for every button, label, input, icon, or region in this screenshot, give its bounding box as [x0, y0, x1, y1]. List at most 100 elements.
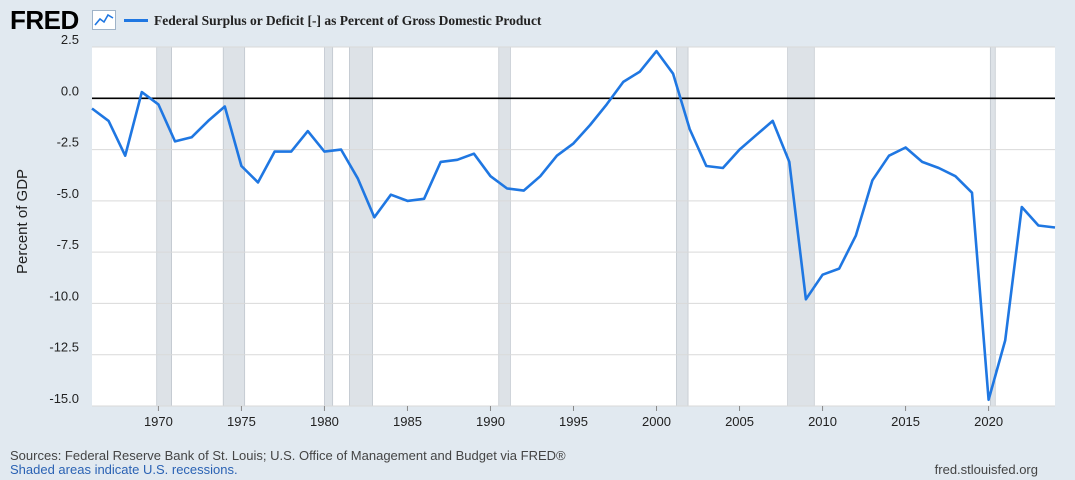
x-tick-label: 1985: [393, 414, 422, 429]
data-point[interactable]: [337, 146, 345, 154]
x-tick-label: 1980: [310, 414, 339, 429]
x-tick-label: 1970: [144, 414, 173, 429]
data-point[interactable]: [586, 121, 594, 129]
y-tick-label: -2.5: [57, 135, 79, 150]
data-point[interactable]: [752, 131, 760, 139]
data-point[interactable]: [736, 146, 744, 154]
x-tick-label: 2020: [974, 414, 1003, 429]
x-tick-label: 1975: [227, 414, 256, 429]
legend-swatch: [124, 19, 148, 22]
data-point[interactable]: [1034, 221, 1042, 229]
data-point[interactable]: [320, 148, 328, 156]
data-point[interactable]: [486, 172, 494, 180]
data-point[interactable]: [802, 295, 810, 303]
data-point[interactable]: [719, 164, 727, 172]
x-tick-label: 2015: [891, 414, 920, 429]
data-point[interactable]: [237, 162, 245, 170]
y-tick-label: -7.5: [57, 237, 79, 252]
y-tick-label: 2.5: [61, 32, 79, 47]
data-point[interactable]: [105, 117, 113, 125]
data-point[interactable]: [370, 213, 378, 221]
x-tick-label: 2000: [642, 414, 671, 429]
fred-logo[interactable]: FRED: [10, 5, 79, 35]
x-tick-labels: 1970 1975 1980 1985 1990 1995 2000 2005 2010 2015…: [144, 406, 1003, 429]
site-url[interactable]: fred.stlouisfed.org: [934, 462, 1038, 477]
recession-band: [222, 46, 246, 407]
data-point[interactable]: [304, 127, 312, 135]
data-point[interactable]: [254, 178, 262, 186]
data-point[interactable]: [702, 162, 710, 170]
data-point[interactable]: [387, 191, 395, 199]
data-point[interactable]: [603, 100, 611, 108]
recession-band: [498, 46, 511, 407]
data-point[interactable]: [354, 174, 362, 182]
data-point[interactable]: [1051, 224, 1059, 232]
data-point[interactable]: [902, 144, 910, 152]
data-point[interactable]: [536, 172, 544, 180]
y-tick-label: -12.5: [49, 340, 79, 355]
data-point[interactable]: [403, 197, 411, 205]
data-point[interactable]: [885, 152, 893, 160]
x-tick-label: 2005: [725, 414, 754, 429]
data-point[interactable]: [470, 150, 478, 158]
data-point[interactable]: [204, 117, 212, 125]
y-tick-label: -10.0: [49, 288, 79, 303]
data-point[interactable]: [951, 172, 959, 180]
data-point[interactable]: [437, 158, 445, 166]
data-point[interactable]: [619, 78, 627, 86]
data-point[interactable]: [985, 396, 993, 404]
line-chart-icon: [92, 10, 116, 30]
data-point[interactable]: [653, 47, 661, 55]
data-point[interactable]: [88, 105, 96, 113]
x-tick-label: 2010: [808, 414, 837, 429]
data-point[interactable]: [968, 189, 976, 197]
data-point[interactable]: [520, 187, 528, 195]
data-point[interactable]: [503, 185, 511, 193]
data-point[interactable]: [553, 152, 561, 160]
data-point[interactable]: [852, 232, 860, 240]
x-tick-label: 1990: [476, 414, 505, 429]
recession-shading: [156, 46, 996, 407]
series-line[interactable]: [91, 49, 1056, 402]
data-point[interactable]: [835, 265, 843, 273]
data-point[interactable]: [669, 70, 677, 78]
footer-sources: Sources: Federal Reserve Bank of St. Lou…: [10, 448, 566, 463]
y-tick-label: -15.0: [49, 391, 79, 406]
legend-series-label[interactable]: Federal Surplus or Deficit [-] as Percen…: [154, 13, 542, 28]
recession-band: [787, 46, 815, 407]
y-tick-labels: 2.5 0.0 -2.5 -5.0 -7.5 -10.0 -12.5 -15.0: [49, 32, 79, 406]
gridlines: [92, 46, 1055, 407]
data-point[interactable]: [1018, 203, 1026, 211]
data-point[interactable]: [287, 148, 295, 156]
data-point[interactable]: [188, 133, 196, 141]
data-point[interactable]: [171, 137, 179, 145]
data-point[interactable]: [785, 158, 793, 166]
y-tick-label: 0.0: [61, 83, 79, 98]
data-point[interactable]: [686, 125, 694, 133]
chart: 2.50.0-2.5-5.0-7.5-10.0-12.5-15.0 1970 19…: [14, 32, 1059, 429]
data-point[interactable]: [868, 176, 876, 184]
data-point[interactable]: [221, 102, 229, 110]
y-tick-label: -5.0: [57, 186, 79, 201]
x-tick-label: 1995: [559, 414, 588, 429]
data-point[interactable]: [935, 164, 943, 172]
plot-area: [92, 47, 1055, 406]
data-point[interactable]: [121, 152, 129, 160]
recession-band: [324, 46, 334, 407]
chart-header: FRED Federal Surplus or Deficit [-] as P…: [0, 0, 1075, 40]
data-point[interactable]: [570, 139, 578, 147]
recessions-note[interactable]: Shaded areas indicate U.S. recessions.: [10, 462, 238, 477]
data-point[interactable]: [636, 68, 644, 76]
y-axis-title: Percent of GDP: [14, 169, 31, 274]
recession-band: [989, 46, 996, 407]
data-point[interactable]: [819, 271, 827, 279]
data-point[interactable]: [769, 117, 777, 125]
series-layer: [88, 47, 1059, 404]
data-point[interactable]: [918, 158, 926, 166]
data-point[interactable]: [453, 156, 461, 164]
data-point[interactable]: [271, 148, 279, 156]
data-point[interactable]: [1001, 336, 1009, 344]
data-point[interactable]: [138, 88, 146, 96]
data-point[interactable]: [154, 100, 162, 108]
data-point[interactable]: [420, 195, 428, 203]
